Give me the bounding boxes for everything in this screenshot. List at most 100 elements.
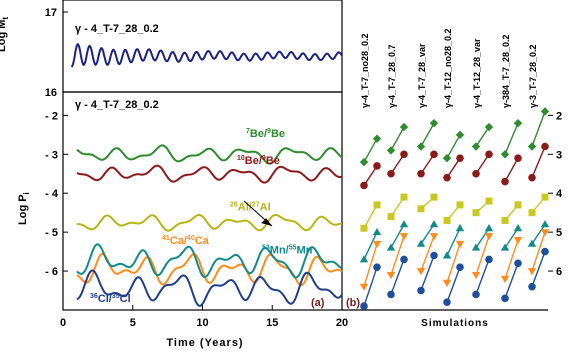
panel-a-series-line — [76, 164, 343, 184]
panel-b-square-marker — [528, 209, 536, 217]
panel-b-range-line — [531, 146, 546, 178]
panel-b-triangle-down-marker — [416, 268, 426, 276]
panel-b-triangle-down-marker — [540, 229, 550, 237]
panel-b-triangle-down-marker — [455, 240, 465, 249]
panel-a-ytick-label: - 6 — [45, 266, 58, 278]
panel-b-triangle-down-marker — [442, 279, 452, 287]
panel-b-circle-marker — [387, 290, 395, 299]
panel-b-circle-marker — [541, 142, 549, 151]
panel-b-range-line — [390, 153, 405, 175]
panel-b-circle-marker — [485, 150, 493, 159]
panel-b-diamond-marker — [484, 122, 494, 132]
panel-b-triangle-up-marker — [527, 239, 537, 247]
top-ytick-label: 16 — [45, 87, 57, 99]
panel-a-xtick-label: 15 — [266, 317, 278, 329]
panel-b-circle-marker — [514, 154, 522, 162]
panel-a-series-line — [76, 243, 343, 279]
panel-b-circle-marker — [387, 169, 395, 178]
panel-b-square-marker — [485, 197, 493, 205]
panel-a-ytick-label: - 5 — [45, 227, 58, 239]
panel-b-range-line — [531, 231, 546, 272]
panel-b-square-marker — [417, 205, 425, 213]
panel-b-triangle-up-marker — [359, 255, 369, 263]
panel-a-ytick-label: - 3 — [45, 149, 58, 161]
panel-b-circle-marker — [485, 255, 493, 264]
panel-b-range-line — [504, 227, 519, 249]
annotation-arrow — [243, 200, 273, 227]
panel-b-range-line — [390, 224, 405, 249]
panel-b-square-marker — [360, 224, 368, 232]
top-series-line — [70, 43, 343, 68]
panel-b-triangle-up-marker — [484, 224, 494, 232]
panel-b-category-label: γ-4_T-7_28_var — [417, 43, 427, 108]
panel-b-category-label: γ-4_T-12_no28_0.2 — [443, 28, 453, 108]
panel-a-yticks: - 2 - 3 - 4 - 5 - 6 — [45, 110, 68, 278]
panel-b-triangle-up-marker — [455, 224, 465, 232]
panel-b-range-line — [504, 122, 519, 155]
panel-b-triangle-up-marker — [442, 251, 452, 259]
panel-b-diamond-marker — [513, 118, 523, 128]
top-panel-label: γ - 4_T-7_28_0.2 — [75, 23, 159, 35]
panel-a-series-line — [76, 144, 343, 165]
panel-b-ytick-label: 6 — [556, 266, 562, 278]
panel-b-range-line — [363, 231, 378, 260]
panel-b-range-line — [363, 266, 378, 307]
panel-b-diamond-marker — [359, 157, 369, 167]
panel-b-diamond-marker — [455, 130, 465, 140]
panel-b-diamond-marker — [386, 146, 396, 155]
panel-b-triangle-up-marker — [429, 220, 439, 228]
panel-b-triangle-down-marker — [359, 283, 369, 291]
panel-a-series-label: 36Cl/35Cl — [90, 293, 131, 305]
panel-b-triangle-up-marker — [500, 243, 510, 251]
panel-b-circle-marker — [443, 173, 451, 182]
panel-b-range-line — [475, 126, 490, 147]
panel-a-ytick-label: - 2 — [45, 110, 58, 122]
panel-a-label: γ - 4_T-7_28_0.2 — [75, 99, 159, 111]
panel-b-ytick-label: 3 — [556, 149, 562, 161]
panel-b-ytick-label: 2 — [556, 110, 562, 122]
panel-b-triangle-down-marker — [429, 233, 439, 241]
panel-b-triangle-down-marker — [386, 272, 396, 280]
panel-b-circle-marker — [472, 169, 480, 178]
top-ylabel: Log Mt — [0, 17, 10, 52]
panel-b-triangle-up-marker — [399, 220, 409, 228]
panel-b-range-line — [475, 235, 490, 276]
panel-b-category-label: γ-4_T-7_28_0.7 — [387, 44, 397, 108]
panel-b-category-label: γ-4_T-7_no28_0.2 — [360, 33, 370, 108]
panel-b-diamond-marker — [429, 118, 439, 128]
panel-b-circle-marker — [528, 282, 536, 291]
panel-b-diamond-marker — [442, 153, 452, 163]
panel-a-series-label: 41Ca/40Ca — [162, 235, 210, 247]
panel-b-range-line — [531, 223, 546, 245]
panel-b-range-line — [475, 153, 490, 175]
panel-b-range-line — [420, 235, 435, 272]
panel-a-xlabel: Time (Years) — [166, 337, 243, 349]
panel-b-circle-marker — [417, 286, 425, 295]
panel-b-triangle-down-marker — [513, 236, 523, 245]
panel-b-range-line — [420, 255, 435, 291]
panel-b-range-line — [446, 266, 461, 303]
panel-a-series-label: 10Be/9Be — [237, 155, 280, 167]
panel-b-square-marker — [456, 201, 464, 209]
panel-b-square-marker — [514, 201, 522, 209]
panel-b-range-line — [504, 263, 519, 299]
panel-b-square-marker — [430, 193, 438, 201]
panel-b-triangle-down-marker — [484, 233, 494, 241]
panel-b-range-line — [475, 259, 490, 295]
panel-b-circle-marker — [514, 259, 522, 268]
panel-b-ytick-label: 5 — [556, 227, 562, 239]
panel-b-category-label: γ-4_T-12_28_var — [472, 38, 482, 108]
panel-b-diamond-marker — [500, 150, 510, 159]
panel-b-square-marker — [373, 201, 381, 209]
panel-a-series-label: 53Mn/55Mn — [262, 245, 313, 257]
panel-b-range-line — [363, 138, 378, 163]
panel-b-range-line — [531, 111, 546, 147]
panel-b-circle-marker — [360, 181, 368, 190]
panel-a-tag: (a) — [311, 297, 325, 309]
panel-a-series-label: 7Be/9Be — [246, 128, 285, 140]
panel-b-tag: (b) — [346, 297, 360, 309]
panel-b-circle-marker — [472, 290, 480, 299]
panel-a-series-line — [76, 214, 343, 232]
panel-b-range-line — [390, 259, 405, 295]
